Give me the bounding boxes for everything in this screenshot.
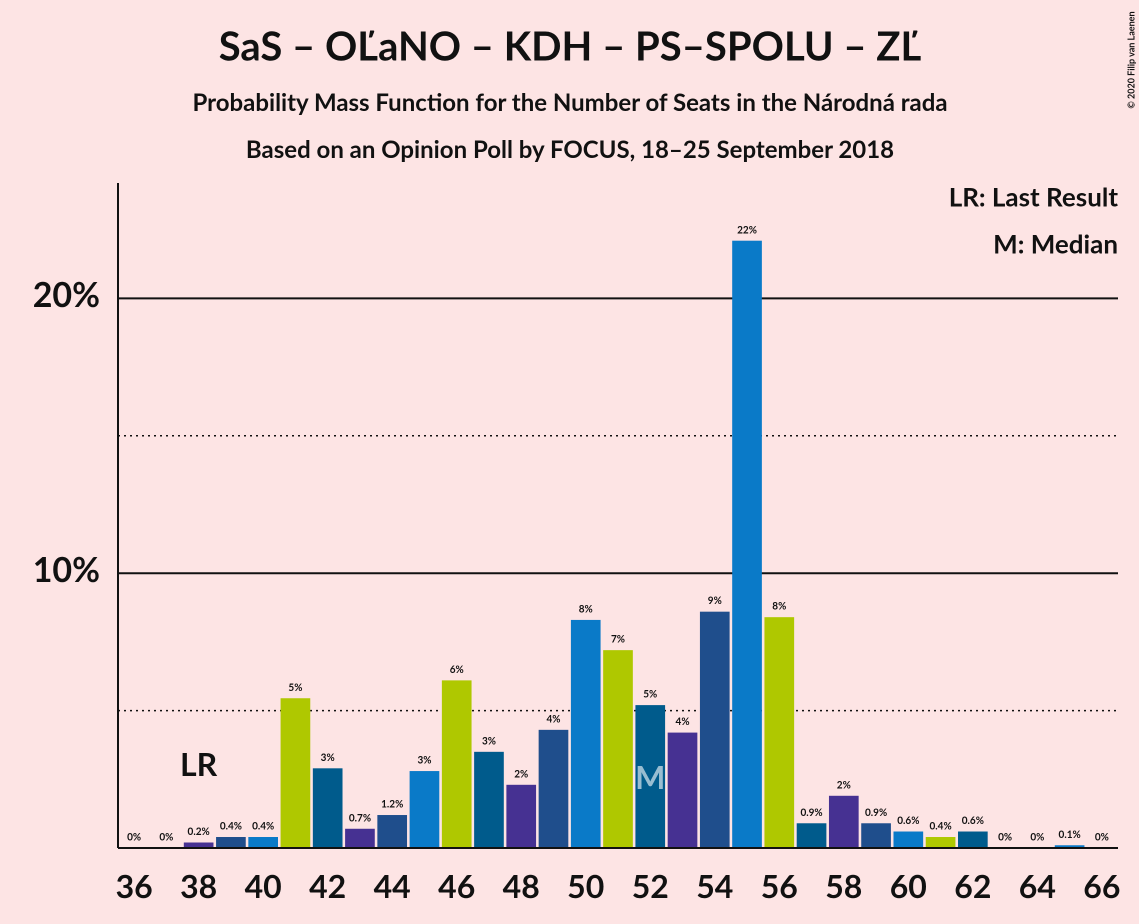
bar [280, 698, 311, 848]
value-label: 0.9% [865, 807, 887, 819]
bar [506, 784, 537, 848]
value-label: 3% [482, 735, 496, 747]
bar [377, 815, 408, 848]
bar [635, 705, 666, 848]
x-tick-label: 42 [309, 866, 346, 905]
bar [216, 837, 246, 848]
median-marker: M [635, 757, 665, 796]
x-tick-label: 58 [825, 866, 862, 905]
value-label: 0% [159, 832, 173, 844]
bar [764, 617, 795, 848]
x-tick-label: 56 [761, 866, 798, 905]
bar [345, 828, 375, 848]
bar [925, 837, 956, 848]
bar [828, 795, 859, 848]
x-tick-label: 62 [954, 866, 991, 905]
x-tick-label: 44 [374, 866, 411, 905]
value-label: 0.6% [897, 815, 919, 827]
value-label: 0.1% [1059, 829, 1081, 841]
legend-entry: M: Median [993, 228, 1118, 260]
x-tick-label: 60 [890, 866, 927, 905]
value-label: 22% [737, 224, 757, 236]
bar [183, 842, 214, 848]
chart-subtitle: Probability Mass Function for the Number… [193, 88, 948, 117]
value-label: 2% [514, 768, 528, 780]
value-label: 0% [1095, 832, 1109, 844]
value-label: 4% [676, 716, 690, 728]
value-label: 0.4% [929, 821, 951, 833]
value-label: 8% [772, 601, 786, 613]
x-tick-label: 38 [180, 866, 217, 905]
copyright: © 2020 Filip van Laenen [1125, 11, 1136, 108]
value-label: 0.9% [800, 807, 822, 819]
bar [958, 831, 988, 848]
value-label: 6% [450, 664, 464, 676]
x-tick-label: 54 [696, 866, 733, 905]
x-tick-label: 40 [245, 866, 282, 905]
last-result-marker: LR [180, 744, 218, 783]
value-label: 0.4% [220, 821, 242, 833]
value-label: 3% [417, 755, 431, 767]
bar [861, 823, 891, 848]
value-label: 5% [288, 682, 302, 694]
y-tick-label: 20% [33, 274, 100, 315]
bar [409, 771, 440, 848]
value-label: 4% [546, 713, 560, 725]
value-label: 0.4% [252, 821, 274, 833]
bar [699, 611, 730, 848]
bar [796, 823, 827, 848]
value-label: 0.2% [188, 826, 210, 838]
x-tick-label: 36 [116, 866, 153, 905]
value-label: 0% [1030, 832, 1044, 844]
value-label: 0% [998, 832, 1012, 844]
x-tick-label: 64 [1019, 866, 1056, 905]
value-label: 0% [127, 832, 141, 844]
value-label: 1.2% [381, 799, 403, 811]
value-label: 5% [643, 689, 657, 701]
bar [441, 680, 472, 848]
value-label: 2% [837, 779, 851, 791]
bar [538, 729, 569, 848]
value-label: 0.6% [962, 815, 984, 827]
value-label: 3% [321, 752, 335, 764]
x-tick-label: 66 [1083, 866, 1120, 905]
value-label: 0.7% [349, 812, 371, 824]
value-label: 9% [708, 595, 722, 607]
bar [474, 751, 504, 848]
bar [570, 619, 601, 848]
legend-entry: LR: Last Result [949, 181, 1119, 213]
chart-title: SaS – OĽaNO – KDH – PS–SPOLU – ZĽ [219, 21, 922, 69]
bar [248, 837, 278, 848]
bar [893, 831, 924, 848]
bar [603, 650, 633, 848]
x-tick-label: 46 [438, 866, 475, 905]
bar [1054, 845, 1085, 848]
x-tick-label: 50 [567, 866, 604, 905]
x-tick-label: 48 [503, 866, 540, 905]
y-tick-label: 10% [33, 549, 100, 590]
bar [312, 768, 343, 848]
value-label: 8% [579, 603, 593, 615]
x-tick-label: 52 [632, 866, 669, 905]
bar [667, 732, 698, 848]
value-label: 7% [611, 634, 625, 646]
bar [732, 240, 762, 848]
chart-caption: Based on an Opinion Poll by FOCUS, 18–25… [246, 135, 894, 164]
